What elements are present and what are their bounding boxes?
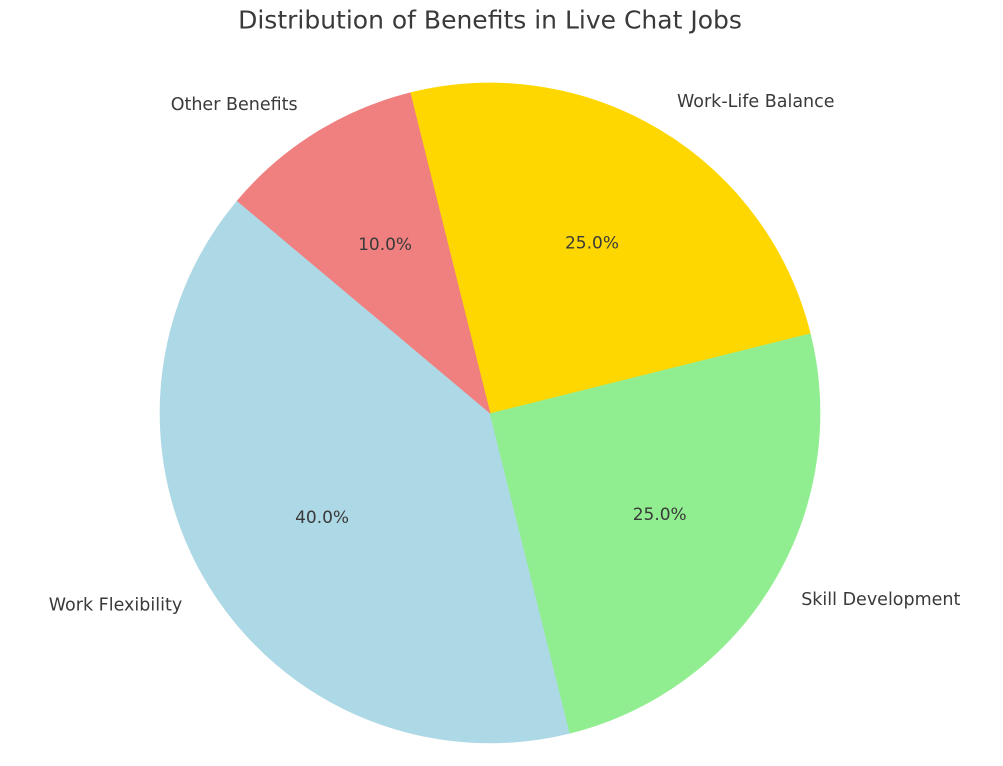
slice-label-other-benefits: Other Benefits: [171, 95, 298, 115]
pie-slice-skill-development: [489, 332, 821, 734]
pie-slice-other-benefits: [236, 92, 491, 414]
pie-slice-work-life-balance: [409, 82, 811, 414]
pie-labels: 40.0% Work Flexibility 25.0% Skill Developm…: [49, 92, 961, 616]
slice-pct-skill-development: 25.0%: [633, 505, 687, 525]
slice-label-skill-development: Skill Development: [801, 590, 960, 610]
slice-pct-other-benefits: 10.0%: [358, 235, 412, 255]
slice-label-work-flexibility: Work Flexibility: [49, 595, 182, 615]
slice-pct-work-life-balance: 25.0%: [565, 233, 619, 253]
chart-title: Distribution of Benefits in Live Chat Jo…: [238, 6, 742, 35]
pie-slice-work-flexibility: [159, 200, 571, 744]
slice-label-work-life-balance: Work-Life Balance: [677, 92, 835, 112]
pie-slices: [159, 82, 821, 744]
slice-pct-work-flexibility: 40.0%: [295, 508, 349, 528]
